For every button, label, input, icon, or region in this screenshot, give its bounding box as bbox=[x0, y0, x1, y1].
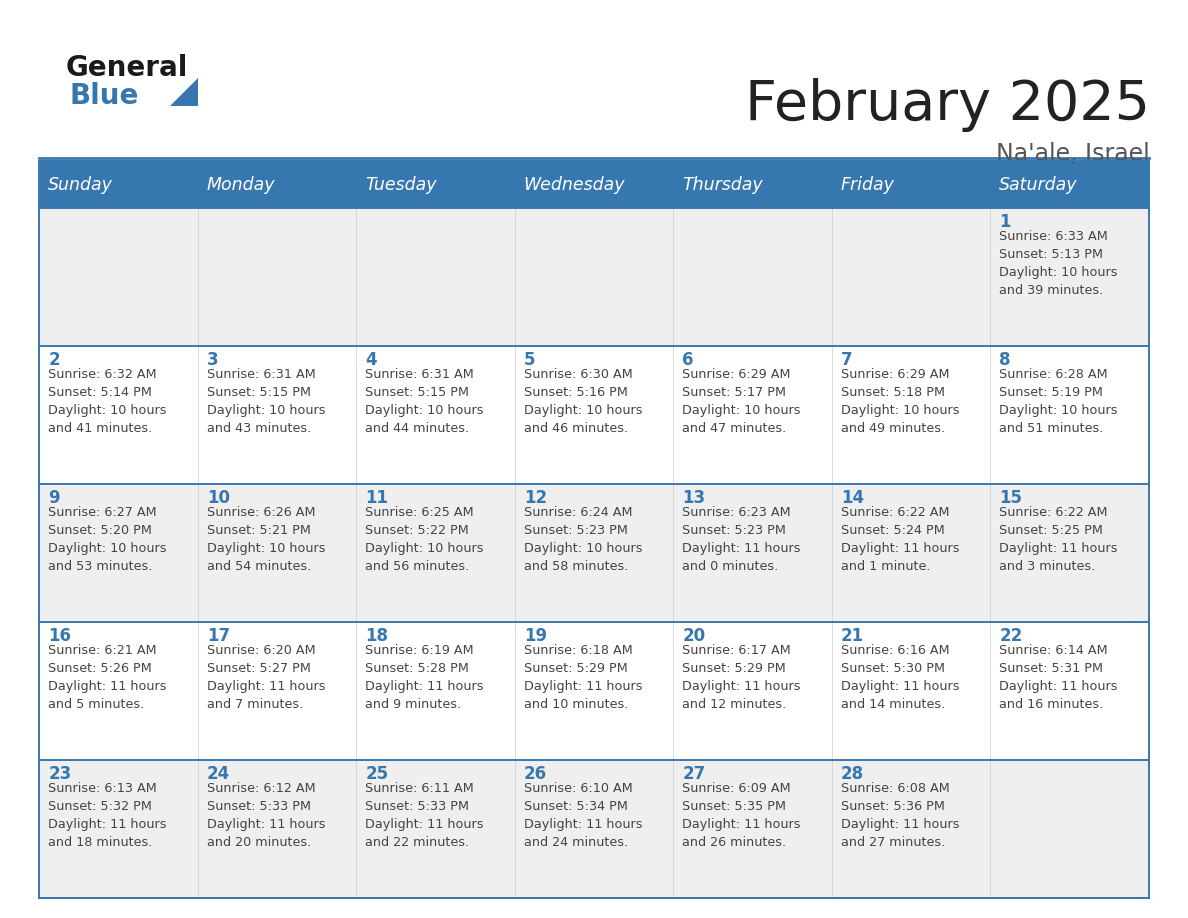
Polygon shape bbox=[39, 208, 1149, 346]
Text: 4: 4 bbox=[365, 352, 377, 369]
Text: Sunrise: 6:30 AM
Sunset: 5:16 PM
Daylight: 10 hours
and 46 minutes.: Sunrise: 6:30 AM Sunset: 5:16 PM Dayligh… bbox=[524, 368, 643, 435]
Text: 26: 26 bbox=[524, 765, 546, 783]
Text: Sunrise: 6:22 AM
Sunset: 5:24 PM
Daylight: 11 hours
and 1 minute.: Sunrise: 6:22 AM Sunset: 5:24 PM Dayligh… bbox=[841, 506, 959, 573]
Text: 2: 2 bbox=[49, 352, 59, 369]
Text: 5: 5 bbox=[524, 352, 536, 369]
Text: 17: 17 bbox=[207, 627, 229, 645]
Text: 28: 28 bbox=[841, 765, 864, 783]
Text: 14: 14 bbox=[841, 489, 864, 507]
Text: Sunrise: 6:33 AM
Sunset: 5:13 PM
Daylight: 10 hours
and 39 minutes.: Sunrise: 6:33 AM Sunset: 5:13 PM Dayligh… bbox=[999, 230, 1118, 297]
Text: Sunrise: 6:11 AM
Sunset: 5:33 PM
Daylight: 11 hours
and 22 minutes.: Sunrise: 6:11 AM Sunset: 5:33 PM Dayligh… bbox=[365, 782, 484, 849]
Text: Sunrise: 6:27 AM
Sunset: 5:20 PM
Daylight: 10 hours
and 53 minutes.: Sunrise: 6:27 AM Sunset: 5:20 PM Dayligh… bbox=[49, 506, 166, 573]
Text: Sunrise: 6:31 AM
Sunset: 5:15 PM
Daylight: 10 hours
and 44 minutes.: Sunrise: 6:31 AM Sunset: 5:15 PM Dayligh… bbox=[365, 368, 484, 435]
Polygon shape bbox=[39, 346, 1149, 484]
Polygon shape bbox=[39, 484, 1149, 622]
Text: Sunrise: 6:29 AM
Sunset: 5:18 PM
Daylight: 10 hours
and 49 minutes.: Sunrise: 6:29 AM Sunset: 5:18 PM Dayligh… bbox=[841, 368, 959, 435]
Text: 11: 11 bbox=[365, 489, 388, 507]
Text: Sunrise: 6:10 AM
Sunset: 5:34 PM
Daylight: 11 hours
and 24 minutes.: Sunrise: 6:10 AM Sunset: 5:34 PM Dayligh… bbox=[524, 782, 643, 849]
Text: Sunrise: 6:28 AM
Sunset: 5:19 PM
Daylight: 10 hours
and 51 minutes.: Sunrise: 6:28 AM Sunset: 5:19 PM Dayligh… bbox=[999, 368, 1118, 435]
Text: 9: 9 bbox=[49, 489, 59, 507]
Polygon shape bbox=[39, 161, 1149, 208]
Text: Sunrise: 6:20 AM
Sunset: 5:27 PM
Daylight: 11 hours
and 7 minutes.: Sunrise: 6:20 AM Sunset: 5:27 PM Dayligh… bbox=[207, 644, 326, 711]
Text: Sunrise: 6:14 AM
Sunset: 5:31 PM
Daylight: 11 hours
and 16 minutes.: Sunrise: 6:14 AM Sunset: 5:31 PM Dayligh… bbox=[999, 644, 1118, 711]
Text: Tuesday: Tuesday bbox=[365, 175, 437, 194]
Text: Na'ale, Israel: Na'ale, Israel bbox=[997, 142, 1150, 166]
Polygon shape bbox=[39, 760, 1149, 898]
Polygon shape bbox=[170, 78, 198, 106]
Text: 15: 15 bbox=[999, 489, 1023, 507]
Text: 19: 19 bbox=[524, 627, 546, 645]
Text: 20: 20 bbox=[682, 627, 706, 645]
Text: 27: 27 bbox=[682, 765, 706, 783]
Text: Thursday: Thursday bbox=[682, 175, 763, 194]
Text: Sunrise: 6:16 AM
Sunset: 5:30 PM
Daylight: 11 hours
and 14 minutes.: Sunrise: 6:16 AM Sunset: 5:30 PM Dayligh… bbox=[841, 644, 959, 711]
Text: 12: 12 bbox=[524, 489, 546, 507]
Text: 23: 23 bbox=[49, 765, 71, 783]
Text: 24: 24 bbox=[207, 765, 230, 783]
Text: Sunrise: 6:31 AM
Sunset: 5:15 PM
Daylight: 10 hours
and 43 minutes.: Sunrise: 6:31 AM Sunset: 5:15 PM Dayligh… bbox=[207, 368, 326, 435]
Text: Sunrise: 6:24 AM
Sunset: 5:23 PM
Daylight: 10 hours
and 58 minutes.: Sunrise: 6:24 AM Sunset: 5:23 PM Dayligh… bbox=[524, 506, 643, 573]
Text: Sunrise: 6:12 AM
Sunset: 5:33 PM
Daylight: 11 hours
and 20 minutes.: Sunrise: 6:12 AM Sunset: 5:33 PM Dayligh… bbox=[207, 782, 326, 849]
Text: 1: 1 bbox=[999, 213, 1011, 231]
Text: 10: 10 bbox=[207, 489, 229, 507]
Text: 16: 16 bbox=[49, 627, 71, 645]
Text: Sunday: Sunday bbox=[49, 175, 113, 194]
Text: 3: 3 bbox=[207, 352, 219, 369]
Text: Sunrise: 6:13 AM
Sunset: 5:32 PM
Daylight: 11 hours
and 18 minutes.: Sunrise: 6:13 AM Sunset: 5:32 PM Dayligh… bbox=[49, 782, 166, 849]
Text: Sunrise: 6:26 AM
Sunset: 5:21 PM
Daylight: 10 hours
and 54 minutes.: Sunrise: 6:26 AM Sunset: 5:21 PM Dayligh… bbox=[207, 506, 326, 573]
Text: 18: 18 bbox=[365, 627, 388, 645]
Text: Sunrise: 6:21 AM
Sunset: 5:26 PM
Daylight: 11 hours
and 5 minutes.: Sunrise: 6:21 AM Sunset: 5:26 PM Dayligh… bbox=[49, 644, 166, 711]
Text: 8: 8 bbox=[999, 352, 1011, 369]
Text: Sunrise: 6:17 AM
Sunset: 5:29 PM
Daylight: 11 hours
and 12 minutes.: Sunrise: 6:17 AM Sunset: 5:29 PM Dayligh… bbox=[682, 644, 801, 711]
Text: 25: 25 bbox=[365, 765, 388, 783]
Text: Wednesday: Wednesday bbox=[524, 175, 625, 194]
Text: 21: 21 bbox=[841, 627, 864, 645]
Text: Sunrise: 6:08 AM
Sunset: 5:36 PM
Daylight: 11 hours
and 27 minutes.: Sunrise: 6:08 AM Sunset: 5:36 PM Dayligh… bbox=[841, 782, 959, 849]
Text: Sunrise: 6:22 AM
Sunset: 5:25 PM
Daylight: 11 hours
and 3 minutes.: Sunrise: 6:22 AM Sunset: 5:25 PM Dayligh… bbox=[999, 506, 1118, 573]
Text: Sunrise: 6:32 AM
Sunset: 5:14 PM
Daylight: 10 hours
and 41 minutes.: Sunrise: 6:32 AM Sunset: 5:14 PM Dayligh… bbox=[49, 368, 166, 435]
Text: Sunrise: 6:19 AM
Sunset: 5:28 PM
Daylight: 11 hours
and 9 minutes.: Sunrise: 6:19 AM Sunset: 5:28 PM Dayligh… bbox=[365, 644, 484, 711]
Text: Friday: Friday bbox=[841, 175, 895, 194]
Text: Sunrise: 6:09 AM
Sunset: 5:35 PM
Daylight: 11 hours
and 26 minutes.: Sunrise: 6:09 AM Sunset: 5:35 PM Dayligh… bbox=[682, 782, 801, 849]
Text: Sunrise: 6:29 AM
Sunset: 5:17 PM
Daylight: 10 hours
and 47 minutes.: Sunrise: 6:29 AM Sunset: 5:17 PM Dayligh… bbox=[682, 368, 801, 435]
Text: General: General bbox=[65, 54, 188, 82]
Text: Monday: Monday bbox=[207, 175, 276, 194]
Text: Sunrise: 6:25 AM
Sunset: 5:22 PM
Daylight: 10 hours
and 56 minutes.: Sunrise: 6:25 AM Sunset: 5:22 PM Dayligh… bbox=[365, 506, 484, 573]
Text: Sunrise: 6:23 AM
Sunset: 5:23 PM
Daylight: 11 hours
and 0 minutes.: Sunrise: 6:23 AM Sunset: 5:23 PM Dayligh… bbox=[682, 506, 801, 573]
Text: February 2025: February 2025 bbox=[745, 78, 1150, 132]
Text: Sunrise: 6:18 AM
Sunset: 5:29 PM
Daylight: 11 hours
and 10 minutes.: Sunrise: 6:18 AM Sunset: 5:29 PM Dayligh… bbox=[524, 644, 643, 711]
Text: Blue: Blue bbox=[69, 82, 139, 110]
Polygon shape bbox=[39, 622, 1149, 760]
Text: 6: 6 bbox=[682, 352, 694, 369]
Text: 13: 13 bbox=[682, 489, 706, 507]
Text: Saturday: Saturday bbox=[999, 175, 1078, 194]
Text: 22: 22 bbox=[999, 627, 1023, 645]
Text: 7: 7 bbox=[841, 352, 853, 369]
